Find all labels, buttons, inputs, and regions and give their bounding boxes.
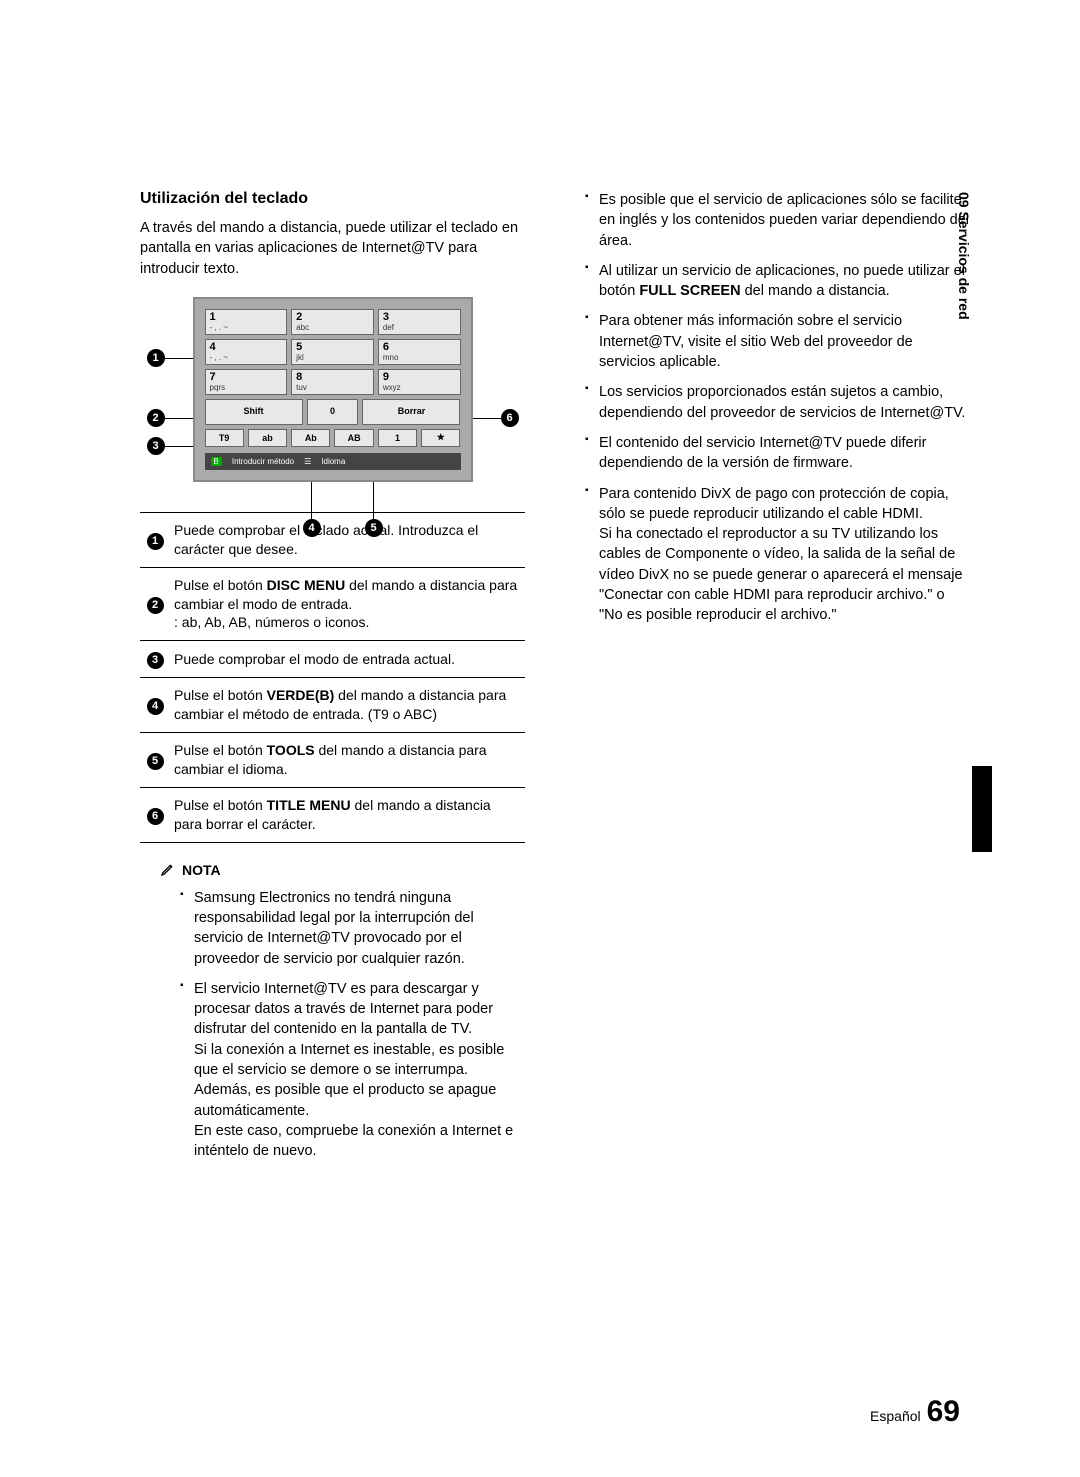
mode-t9: T9 [205, 429, 244, 447]
legend-text-6: Pulse el botón TITLE MENU del mando a di… [170, 787, 525, 842]
kb-row-2: 4- , . ~ 5jkl 6mno [205, 339, 461, 365]
mode-star: ★ [421, 429, 460, 447]
mode-Ab: Ab [291, 429, 330, 447]
footer: Español 69 [870, 1395, 960, 1429]
keyboard-figure: 1 2 3 6 4 5 1- , . ~ 2abc 3def 4- , . ~ [193, 297, 473, 482]
notes-right: Es posible que el servicio de aplicacion… [585, 190, 970, 626]
notes-left: Samsung Electronics no tendrá ninguna re… [140, 888, 525, 1162]
status-bar: B Introducir método ☰ Idioma [205, 453, 461, 470]
note-right-4: Los servicios proporcionados están sujet… [585, 382, 970, 423]
note-right-5: El contenido del servicio Internet@TV pu… [585, 433, 970, 474]
right-column: Es posible que el servicio de aplicacion… [585, 190, 970, 1171]
content-columns: Utilización del teclado A través del man… [140, 190, 970, 1171]
note-right-1: Es posible que el servicio de aplicacion… [585, 190, 970, 251]
legend-text-4: Pulse el botón VERDE(B) del mando a dist… [170, 678, 525, 733]
legend-row-2: 2 Pulse el botón DISC MENU del mando a d… [140, 567, 525, 641]
status-language: Idioma [321, 457, 345, 466]
note-right-6: Para contenido DivX de pago con protecci… [585, 484, 970, 626]
legend-row-6: 6 Pulse el botón TITLE MENU del mando a … [140, 787, 525, 842]
legend-row-1: 1 Puede comprobar el teclado actual. Int… [140, 512, 525, 567]
key-7: 7pqrs [205, 369, 288, 395]
status-method: Introducir método [232, 457, 294, 466]
legend-bullet-5: 5 [147, 753, 164, 770]
legend-bullet-3: 3 [147, 652, 164, 669]
key-3: 3def [378, 309, 461, 335]
note-left-2: El servicio Internet@TV es para descarga… [180, 979, 525, 1162]
callout-4: 4 [303, 519, 321, 537]
footer-lang: Español [870, 1408, 921, 1424]
legend-bullet-6: 6 [147, 808, 164, 825]
callout-5: 5 [365, 519, 383, 537]
legend-text-3: Puede comprobar el modo de entrada actua… [170, 641, 525, 678]
legend-text-2: Pulse el botón DISC MENU del mando a dis… [170, 567, 525, 641]
legend-row-4: 4 Pulse el botón VERDE(B) del mando a di… [140, 678, 525, 733]
legend-bullet-4: 4 [147, 698, 164, 715]
status-b-tag: B [211, 457, 222, 466]
key-shift: Shift [205, 399, 303, 425]
thumb-tab [972, 766, 992, 852]
legend-bullet-1: 1 [147, 533, 164, 550]
mode-ab: ab [248, 429, 287, 447]
nota-heading: NOTA [160, 861, 525, 880]
mode-row: T9 ab Ab AB 1 ★ [205, 429, 461, 447]
page-number: 69 [927, 1395, 960, 1429]
key-4: 4- , . ~ [205, 339, 288, 365]
callout-1: 1 [147, 349, 165, 367]
legend-table: 1 Puede comprobar el teclado actual. Int… [140, 512, 525, 843]
status-icon: ☰ [304, 457, 311, 466]
key-8: 8tuv [291, 369, 374, 395]
kb-row-1: 1- , . ~ 2abc 3def [205, 309, 461, 335]
key-delete: Borrar [362, 399, 460, 425]
legend-row-3: 3 Puede comprobar el modo de entrada act… [140, 641, 525, 678]
legend-bullet-2: 2 [147, 597, 164, 614]
key-2: 2abc [291, 309, 374, 335]
callout-3: 3 [147, 437, 165, 455]
callout-6: 6 [501, 409, 519, 427]
left-column: Utilización del teclado A través del man… [140, 190, 525, 1171]
onscreen-keyboard: 1- , . ~ 2abc 3def 4- , . ~ 5jkl 6mno 7p… [193, 297, 473, 482]
note-right-3: Para obtener más información sobre el se… [585, 311, 970, 372]
kb-row-3: 7pqrs 8tuv 9wxyz [205, 369, 461, 395]
key-5: 5jkl [291, 339, 374, 365]
pencil-icon [160, 861, 176, 880]
note-left-1: Samsung Electronics no tendrá ninguna re… [180, 888, 525, 969]
key-1: 1- , . ~ [205, 309, 288, 335]
callout-2: 2 [147, 409, 165, 427]
legend-row-5: 5 Pulse el botón TOOLS del mando a dista… [140, 733, 525, 788]
keyboard-title: Utilización del teclado [140, 190, 525, 208]
key-6: 6mno [378, 339, 461, 365]
note-right-2: Al utilizar un servicio de aplicaciones,… [585, 261, 970, 302]
mode-AB: AB [334, 429, 373, 447]
key-9: 9wxyz [378, 369, 461, 395]
kb-row-4: Shift 0 Borrar [205, 399, 461, 425]
legend-text-1: Puede comprobar el teclado actual. Intro… [170, 512, 525, 567]
legend-text-5: Pulse el botón TOOLS del mando a distanc… [170, 733, 525, 788]
keyboard-intro: A través del mando a distancia, puede ut… [140, 218, 525, 279]
key-0: 0 [307, 399, 359, 425]
mode-1: 1 [378, 429, 417, 447]
